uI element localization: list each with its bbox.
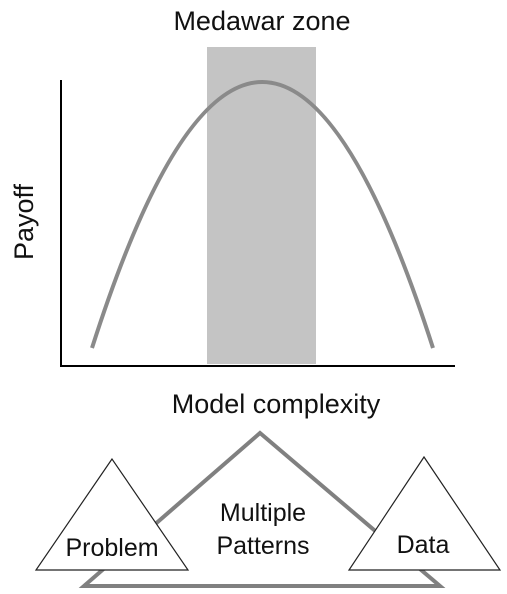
- multiple-patterns-label-line2: Patterns: [216, 532, 309, 560]
- y-axis-label: Payoff: [9, 183, 39, 260]
- multiple-patterns-label-line1: Multiple: [220, 499, 306, 527]
- medawar-zone-title: Medawar zone: [173, 6, 350, 36]
- data-triangle: [347, 455, 502, 571]
- problem-label: Problem: [65, 534, 158, 562]
- x-axis-label: Model complexity: [172, 389, 381, 419]
- payoff-curve: [90, 80, 435, 349]
- data-label: Data: [397, 531, 450, 559]
- medawar-zone-band: [207, 47, 316, 364]
- problem-triangle: [34, 457, 190, 571]
